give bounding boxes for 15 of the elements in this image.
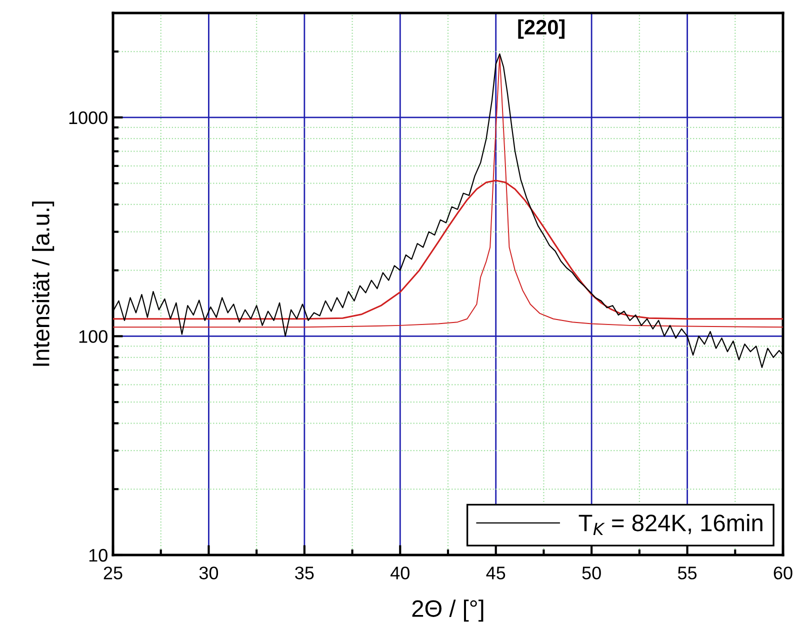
x-tick-label: 60 (774, 566, 792, 580)
legend-label: T$_{K}$ = 824K, 16min (578, 514, 762, 535)
x-tick-label: 40 (390, 566, 410, 580)
x-tick-label: 35 (295, 566, 314, 580)
y-tick-label: 100 (79, 330, 108, 343)
y-tick-label: 1000 (69, 111, 108, 124)
y-tick-label: 10 (89, 548, 108, 562)
x-tick-label: 25 (104, 566, 122, 580)
y-axis-title: Intensität / [a.u.] (32, 202, 54, 366)
annotation: [220] (518, 19, 565, 39)
x-tick-label: 55 (678, 566, 697, 580)
x-tick-label: 30 (199, 566, 218, 580)
x-tick-label: 50 (582, 566, 601, 580)
x-tick-label: 45 (486, 566, 506, 580)
x-axis-title: 2Θ / [°] (412, 600, 484, 622)
